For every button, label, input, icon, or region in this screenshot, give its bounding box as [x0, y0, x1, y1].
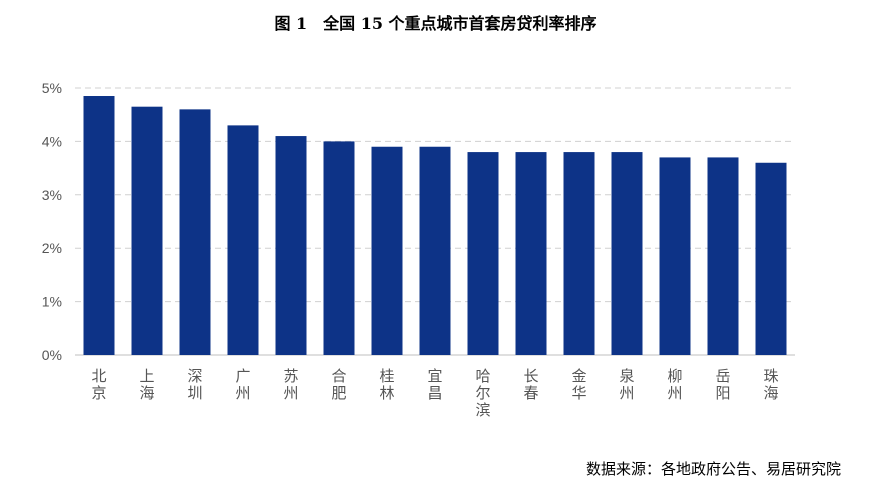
x-tick-label: 苏州 [283, 367, 298, 402]
x-tick-label: 岳阳 [715, 367, 730, 402]
bar [707, 157, 739, 355]
bar [755, 162, 787, 355]
bar [323, 141, 355, 355]
source-note: 数据来源：各地政府公告、易居研究院 [585, 460, 841, 478]
bar [227, 125, 259, 355]
x-tick-label: 北京 [91, 367, 106, 402]
x-tick-label: 宜昌 [427, 367, 442, 402]
bar [83, 96, 115, 355]
x-tick-label: 深圳 [187, 367, 202, 402]
x-tick-label: 上海 [139, 367, 154, 402]
y-tick-label: 5% [42, 80, 62, 96]
bar [419, 146, 451, 355]
x-tick-label: 金华 [571, 367, 586, 402]
bar [659, 157, 691, 355]
bar [179, 109, 211, 355]
x-tick-label: 桂林 [379, 367, 394, 402]
bar [371, 146, 403, 355]
bar [563, 152, 595, 355]
x-tick-label: 广州 [235, 367, 250, 402]
bar [467, 152, 499, 355]
x-tick-label: 泉州 [619, 367, 634, 402]
y-tick-label: 3% [42, 187, 62, 203]
bar [611, 152, 643, 355]
x-tick-label: 柳州 [667, 367, 682, 402]
x-tick-label: 长春 [523, 367, 538, 402]
y-tick-label: 2% [42, 240, 62, 256]
x-tick-label: 哈尔滨 [475, 367, 490, 419]
chart-title: 图 1 全国 15 个重点城市首套房贷利率排序 [274, 14, 597, 33]
y-tick-label: 0% [42, 347, 62, 363]
x-tick-label: 合肥 [331, 367, 346, 402]
bar [515, 152, 547, 355]
y-tick-label: 1% [42, 294, 62, 310]
bar [275, 136, 307, 355]
x-tick-label: 珠海 [763, 367, 778, 402]
y-tick-label: 4% [42, 133, 62, 149]
bar [131, 106, 163, 355]
